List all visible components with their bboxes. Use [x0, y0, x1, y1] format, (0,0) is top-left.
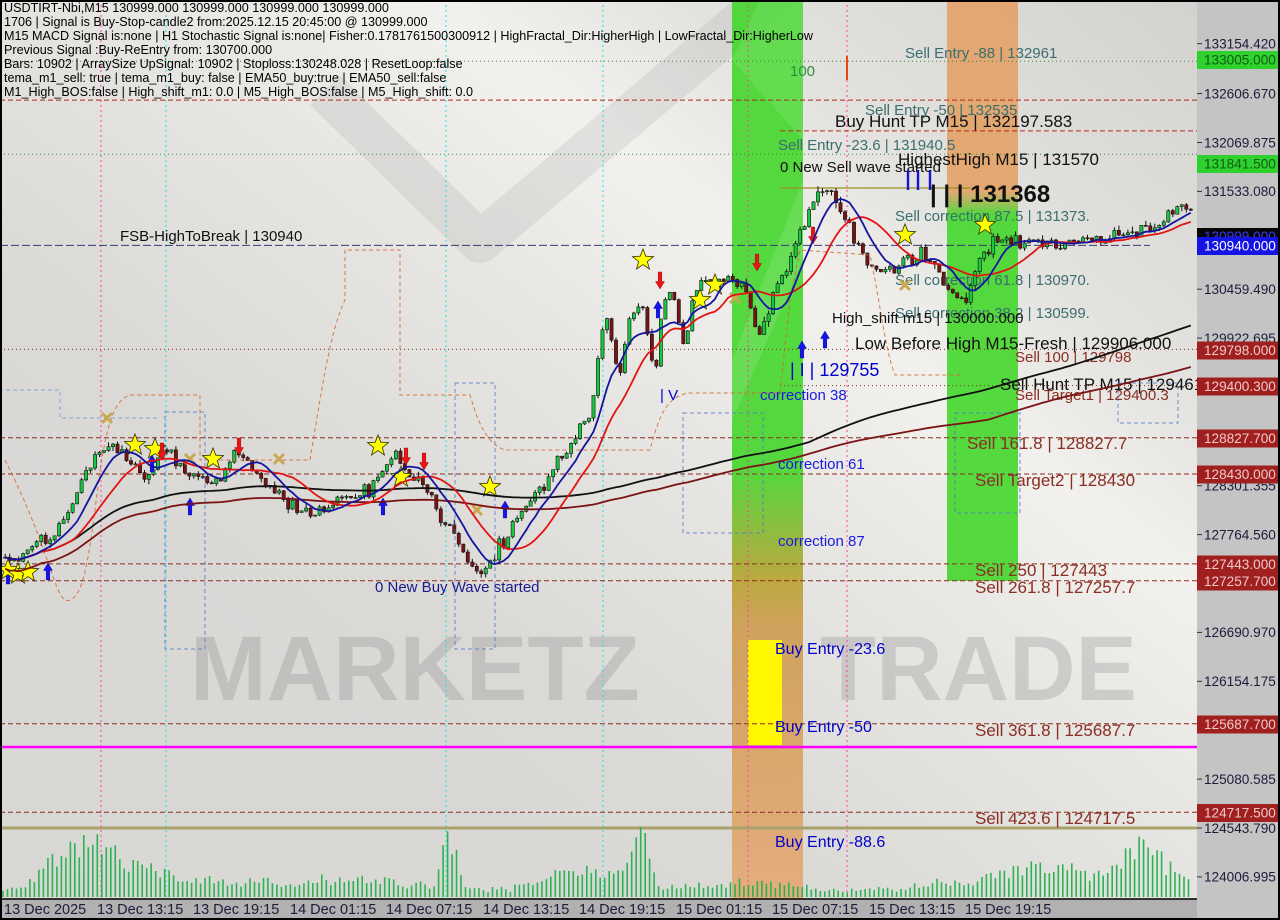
svg-text:126154.175: 126154.175 [1204, 674, 1276, 689]
svg-text:M1_High_BOS:false | High_shift: M1_High_BOS:false | High_shift_m1: 0.0 |… [4, 85, 473, 99]
svg-text:USDTIRT-Nbi,M15 130999.000 13: USDTIRT-Nbi,M15 130999.000 130999.000 13… [4, 1, 389, 15]
svg-text:125687.700: 125687.700 [1204, 717, 1276, 732]
svg-text:14 Dec 01:15: 14 Dec 01:15 [290, 902, 376, 918]
svg-text:0 New Buy Wave started: 0 New Buy Wave started [375, 579, 540, 596]
svg-text:M15 MACD Signal is:none | H1 S: M15 MACD Signal is:none | H1 Stochastic … [4, 29, 814, 43]
svg-text:High_shift m15 | 130000.000: High_shift m15 | 130000.000 [832, 310, 1024, 327]
svg-text:128827.700: 128827.700 [1204, 431, 1276, 446]
svg-text:TRADE: TRADE [820, 618, 1137, 720]
svg-text:Sell Entry -50 | 132535: Sell Entry -50 | 132535 [865, 102, 1017, 119]
svg-text:Sell 261.8 | 127257.7: Sell 261.8 | 127257.7 [975, 578, 1135, 597]
svg-text:124006.995: 124006.995 [1204, 870, 1276, 885]
svg-text:Sell Target1 | 129400.3: Sell Target1 | 129400.3 [1015, 387, 1169, 404]
svg-text:correction 87: correction 87 [778, 533, 865, 550]
svg-text:tema_m1_sell: true | tema_m1_b: tema_m1_sell: true | tema_m1_buy: false … [4, 71, 446, 85]
svg-text:15 Dec 07:15: 15 Dec 07:15 [772, 902, 858, 918]
svg-text:Buy Entry -23.6: Buy Entry -23.6 [775, 641, 885, 658]
svg-text:15 Dec 01:15: 15 Dec 01:15 [676, 902, 762, 918]
svg-text:129400.300: 129400.300 [1204, 379, 1276, 394]
svg-text:124543.790: 124543.790 [1204, 821, 1276, 836]
svg-text:13 Dec 2025: 13 Dec 2025 [4, 902, 86, 918]
svg-text:127764.560: 127764.560 [1204, 527, 1276, 542]
svg-text:132069.875: 132069.875 [1204, 135, 1276, 150]
svg-text:Sell Target2 | 128430: Sell Target2 | 128430 [975, 471, 1135, 490]
svg-text:133154.420: 133154.420 [1204, 37, 1276, 52]
svg-text:15 Dec 19:15: 15 Dec 19:15 [965, 902, 1051, 918]
svg-text:14 Dec 13:15: 14 Dec 13:15 [483, 902, 569, 918]
svg-text:14 Dec 07:15: 14 Dec 07:15 [386, 902, 472, 918]
svg-text:Sell 161.8 | 128827.7: Sell 161.8 | 128827.7 [967, 434, 1127, 453]
svg-text:| I | 129755: | I | 129755 [790, 360, 879, 380]
svg-text:Sell 423.6 | 124717.5: Sell 423.6 | 124717.5 [975, 809, 1135, 828]
svg-text:125080.585: 125080.585 [1204, 772, 1276, 787]
svg-text:Buy Entry -50: Buy Entry -50 [775, 719, 872, 736]
svg-text:FSB-HighToBreak | 130940: FSB-HighToBreak | 130940 [120, 228, 302, 245]
svg-text:126690.970: 126690.970 [1204, 625, 1276, 640]
svg-text:| | | 131368: | | | 131368 [930, 181, 1050, 208]
svg-text:0 New Sell wave started: 0 New Sell wave started [780, 159, 941, 176]
svg-text:Sell 361.8 | 125687.7: Sell 361.8 | 125687.7 [975, 721, 1135, 740]
svg-text:13 Dec 13:15: 13 Dec 13:15 [97, 902, 183, 918]
svg-text:correction 38: correction 38 [760, 387, 847, 404]
svg-text:Sell Entry -88 | 132961: Sell Entry -88 | 132961 [905, 45, 1057, 62]
svg-text:Previous Signal :Buy-ReEntry f: Previous Signal :Buy-ReEntry from: 13070… [4, 43, 272, 57]
svg-text:127257.700: 127257.700 [1204, 574, 1276, 589]
svg-text:130940.000: 130940.000 [1204, 239, 1276, 254]
svg-text:129798.000: 129798.000 [1204, 343, 1276, 358]
svg-text:133005.000: 133005.000 [1204, 53, 1276, 68]
svg-text:| V: | V [660, 387, 678, 404]
svg-text:15 Dec 13:15: 15 Dec 13:15 [869, 902, 955, 918]
svg-text:124717.500: 124717.500 [1204, 806, 1276, 821]
svg-text:Bars: 10902 | ArraySize UpSign: Bars: 10902 | ArraySize UpSignal: 10902 … [4, 57, 463, 71]
svg-text:MARKETZ: MARKETZ [190, 618, 640, 720]
svg-text:128430.000: 128430.000 [1204, 467, 1276, 482]
svg-text:Buy Entry -88.6: Buy Entry -88.6 [775, 834, 885, 851]
svg-text:132606.670: 132606.670 [1204, 86, 1276, 101]
svg-text:13 Dec 19:15: 13 Dec 19:15 [193, 902, 279, 918]
svg-text:1706 | Signal is Buy-Stop-cand: 1706 | Signal is Buy-Stop-candle2 from:2… [4, 15, 428, 29]
svg-text:131841.500: 131841.500 [1204, 157, 1276, 172]
svg-text:130459.490: 130459.490 [1204, 282, 1276, 297]
svg-text:14 Dec 19:15: 14 Dec 19:15 [579, 902, 665, 918]
svg-text:131533.080: 131533.080 [1204, 184, 1276, 199]
svg-text:127443.000: 127443.000 [1204, 557, 1276, 572]
svg-text:100: 100 [790, 63, 815, 80]
